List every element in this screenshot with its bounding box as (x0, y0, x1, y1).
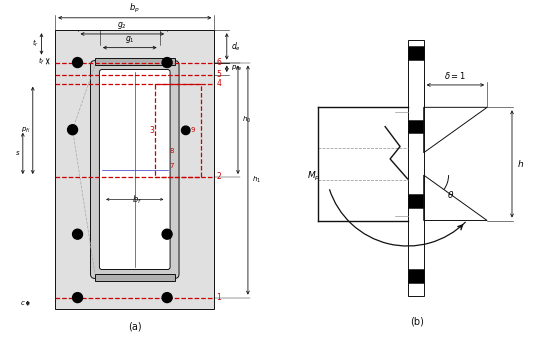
Text: $t_f$: $t_f$ (38, 56, 45, 67)
Text: $c$: $c$ (20, 299, 25, 307)
Bar (95, 57, 174, 65)
Circle shape (182, 126, 190, 135)
Text: $h$: $h$ (517, 159, 524, 169)
Text: 6: 6 (216, 58, 221, 67)
Text: $\theta$: $\theta$ (447, 189, 455, 200)
Text: $M_p$: $M_p$ (307, 170, 321, 183)
Bar (408, 194, 424, 208)
Text: 5: 5 (216, 71, 221, 79)
Circle shape (162, 293, 172, 303)
Text: 8: 8 (170, 148, 174, 154)
Bar (408, 46, 424, 60)
Circle shape (162, 57, 172, 67)
Bar (155, 84, 201, 177)
Circle shape (68, 125, 78, 135)
Bar (408, 269, 424, 283)
Bar (55, 30, 215, 309)
Text: $b_f$: $b_f$ (132, 193, 142, 206)
Text: $g_2$: $g_2$ (118, 20, 127, 31)
Circle shape (73, 293, 82, 303)
Text: 2: 2 (216, 172, 221, 182)
Text: $p_{fo}$: $p_{fo}$ (230, 64, 241, 73)
Text: $h_1$: $h_1$ (252, 175, 261, 185)
Text: 7: 7 (170, 163, 174, 169)
Circle shape (162, 229, 172, 239)
Text: $t_r$: $t_r$ (32, 38, 39, 50)
Text: 4: 4 (216, 79, 221, 88)
Bar (95, 274, 174, 281)
Text: $h_0$: $h_0$ (241, 115, 251, 125)
Text: $g_1$: $g_1$ (125, 34, 135, 45)
Text: 9: 9 (191, 127, 195, 133)
Bar (408, 120, 424, 133)
Bar (408, 40, 424, 297)
FancyBboxPatch shape (100, 69, 170, 269)
Text: $b_p$: $b_p$ (129, 2, 140, 15)
Circle shape (73, 57, 82, 67)
Circle shape (73, 229, 82, 239)
FancyBboxPatch shape (90, 61, 179, 278)
Text: $p_{fi}$: $p_{fi}$ (21, 126, 30, 135)
Text: $\delta=1$: $\delta=1$ (444, 70, 466, 81)
Text: 3: 3 (149, 126, 154, 135)
Text: 1: 1 (216, 293, 221, 302)
Text: (b): (b) (410, 316, 425, 326)
Text: (a): (a) (128, 321, 141, 331)
Text: $d_e$: $d_e$ (230, 40, 240, 53)
Text: $s$: $s$ (15, 149, 20, 157)
